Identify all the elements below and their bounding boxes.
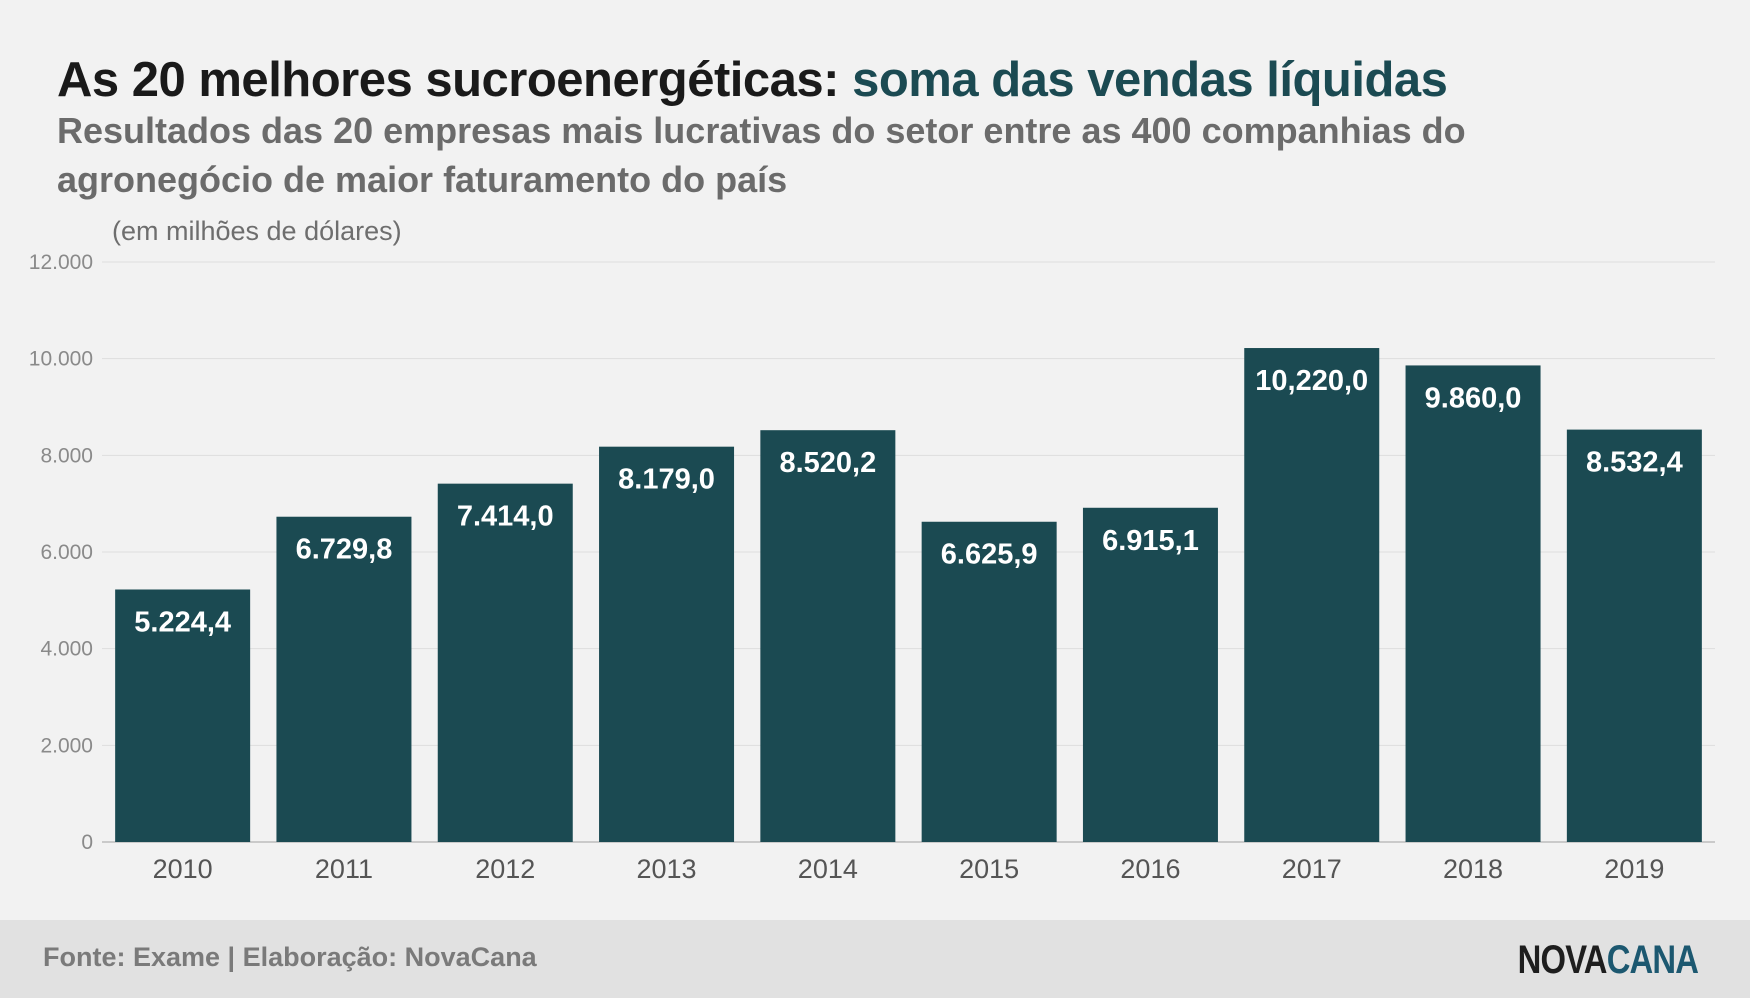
x-tick-label: 2016 [1120, 854, 1180, 884]
y-tick-label: 6.000 [40, 541, 93, 564]
y-tick-label: 2.000 [40, 734, 93, 757]
footer: Fonte: Exame | Elaboração: NovaCana NOVA… [0, 920, 1750, 998]
y-tick-label: 10.000 [29, 348, 93, 371]
bar-value-label: 6.915,1 [1102, 525, 1199, 557]
bar [921, 521, 1057, 842]
x-tick-label: 2014 [798, 854, 858, 884]
bar [1082, 507, 1218, 842]
novacana-logo: NOVACANA [1517, 938, 1698, 983]
chart-title-accent: soma das vendas líquidas [852, 53, 1448, 107]
x-tick-label: 2013 [637, 854, 697, 884]
bar [599, 446, 735, 842]
x-tick-label: 2015 [959, 854, 1019, 884]
bar-value-label: 6.729,8 [296, 534, 393, 566]
chart-subtitle: Resultados das 20 empresas mais lucrativ… [57, 110, 1466, 200]
bar-value-label: 8.179,0 [618, 464, 715, 496]
y-tick-label: 0 [81, 831, 93, 854]
bar-value-label: 5.224,4 [134, 606, 231, 638]
bar [1566, 429, 1702, 842]
bar-value-label: 10,220,0 [1255, 365, 1368, 397]
logo-part2: CANA [1606, 938, 1699, 982]
bar [1405, 365, 1541, 842]
bar [1244, 348, 1380, 842]
logo-part1: NOVA [1517, 938, 1607, 982]
x-tick-label: 2018 [1443, 854, 1503, 884]
bar-value-label: 9.860,0 [1425, 382, 1522, 414]
source-text: Fonte: Exame | Elaboração: NovaCana [43, 942, 537, 972]
x-tick-label: 2012 [475, 854, 535, 884]
bar-value-label: 7.414,0 [457, 501, 554, 533]
x-tick-label: 2017 [1282, 854, 1342, 884]
unit-label: (em milhões de dólares) [112, 216, 402, 246]
x-tick-label: 2010 [153, 854, 213, 884]
bar-value-label: 8.520,2 [779, 447, 876, 479]
bar [760, 430, 896, 842]
y-tick-label: 12.000 [29, 251, 93, 274]
bar [115, 589, 251, 842]
chart-title: As 20 melhores sucroenergéticas: soma da… [57, 52, 1448, 108]
y-tick-label: 8.000 [40, 444, 93, 467]
x-tick-label: 2011 [315, 854, 373, 884]
y-tick-label: 4.000 [40, 638, 93, 661]
bar-chart: 0 2.000 4.000 6.000 8.000 10.000 12.000 5.224,4… [29, 251, 1715, 884]
bar-value-label: 6.625,9 [941, 539, 1038, 571]
chart-title-main: As 20 melhores sucroenergéticas: [57, 53, 839, 107]
bar [276, 516, 412, 842]
bar-value-label: 8.532,4 [1586, 447, 1683, 479]
x-tick-label: 2019 [1604, 854, 1664, 884]
bar [437, 483, 573, 842]
